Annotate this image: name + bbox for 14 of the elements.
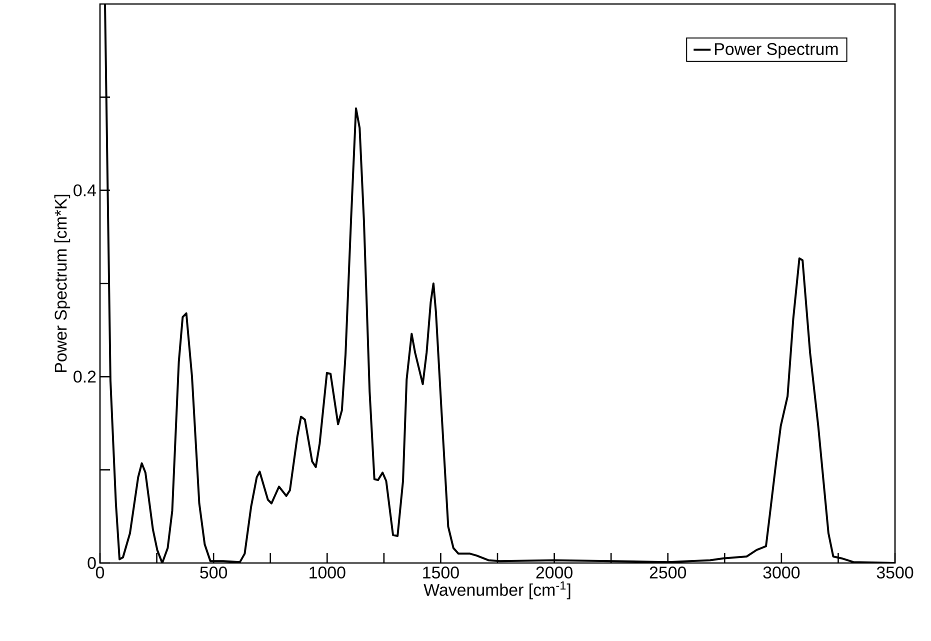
y-tick-label: 0.4 xyxy=(74,184,96,196)
x-tick-label: 1000 xyxy=(310,566,346,579)
x-axis-title: Wavenumber [cm$^{-1}$] xyxy=(424,581,570,600)
x-tick-label: 1500 xyxy=(423,566,459,579)
legend-label: Power Spectrum xyxy=(715,43,838,58)
x-tick-label: 3000 xyxy=(763,566,800,579)
x-tick-label: 500 xyxy=(200,566,228,579)
x-tick-label: 2500 xyxy=(650,566,686,579)
x-tick-label: 0 xyxy=(96,566,104,579)
y-tick-label: 0 xyxy=(88,557,96,569)
x-tick-label: 3500 xyxy=(876,566,914,579)
x-tick-label: 2000 xyxy=(536,566,572,579)
y-axis-title: Power Spectrum [cm*K] xyxy=(54,194,70,372)
y-tick-label: 0.2 xyxy=(74,370,96,383)
